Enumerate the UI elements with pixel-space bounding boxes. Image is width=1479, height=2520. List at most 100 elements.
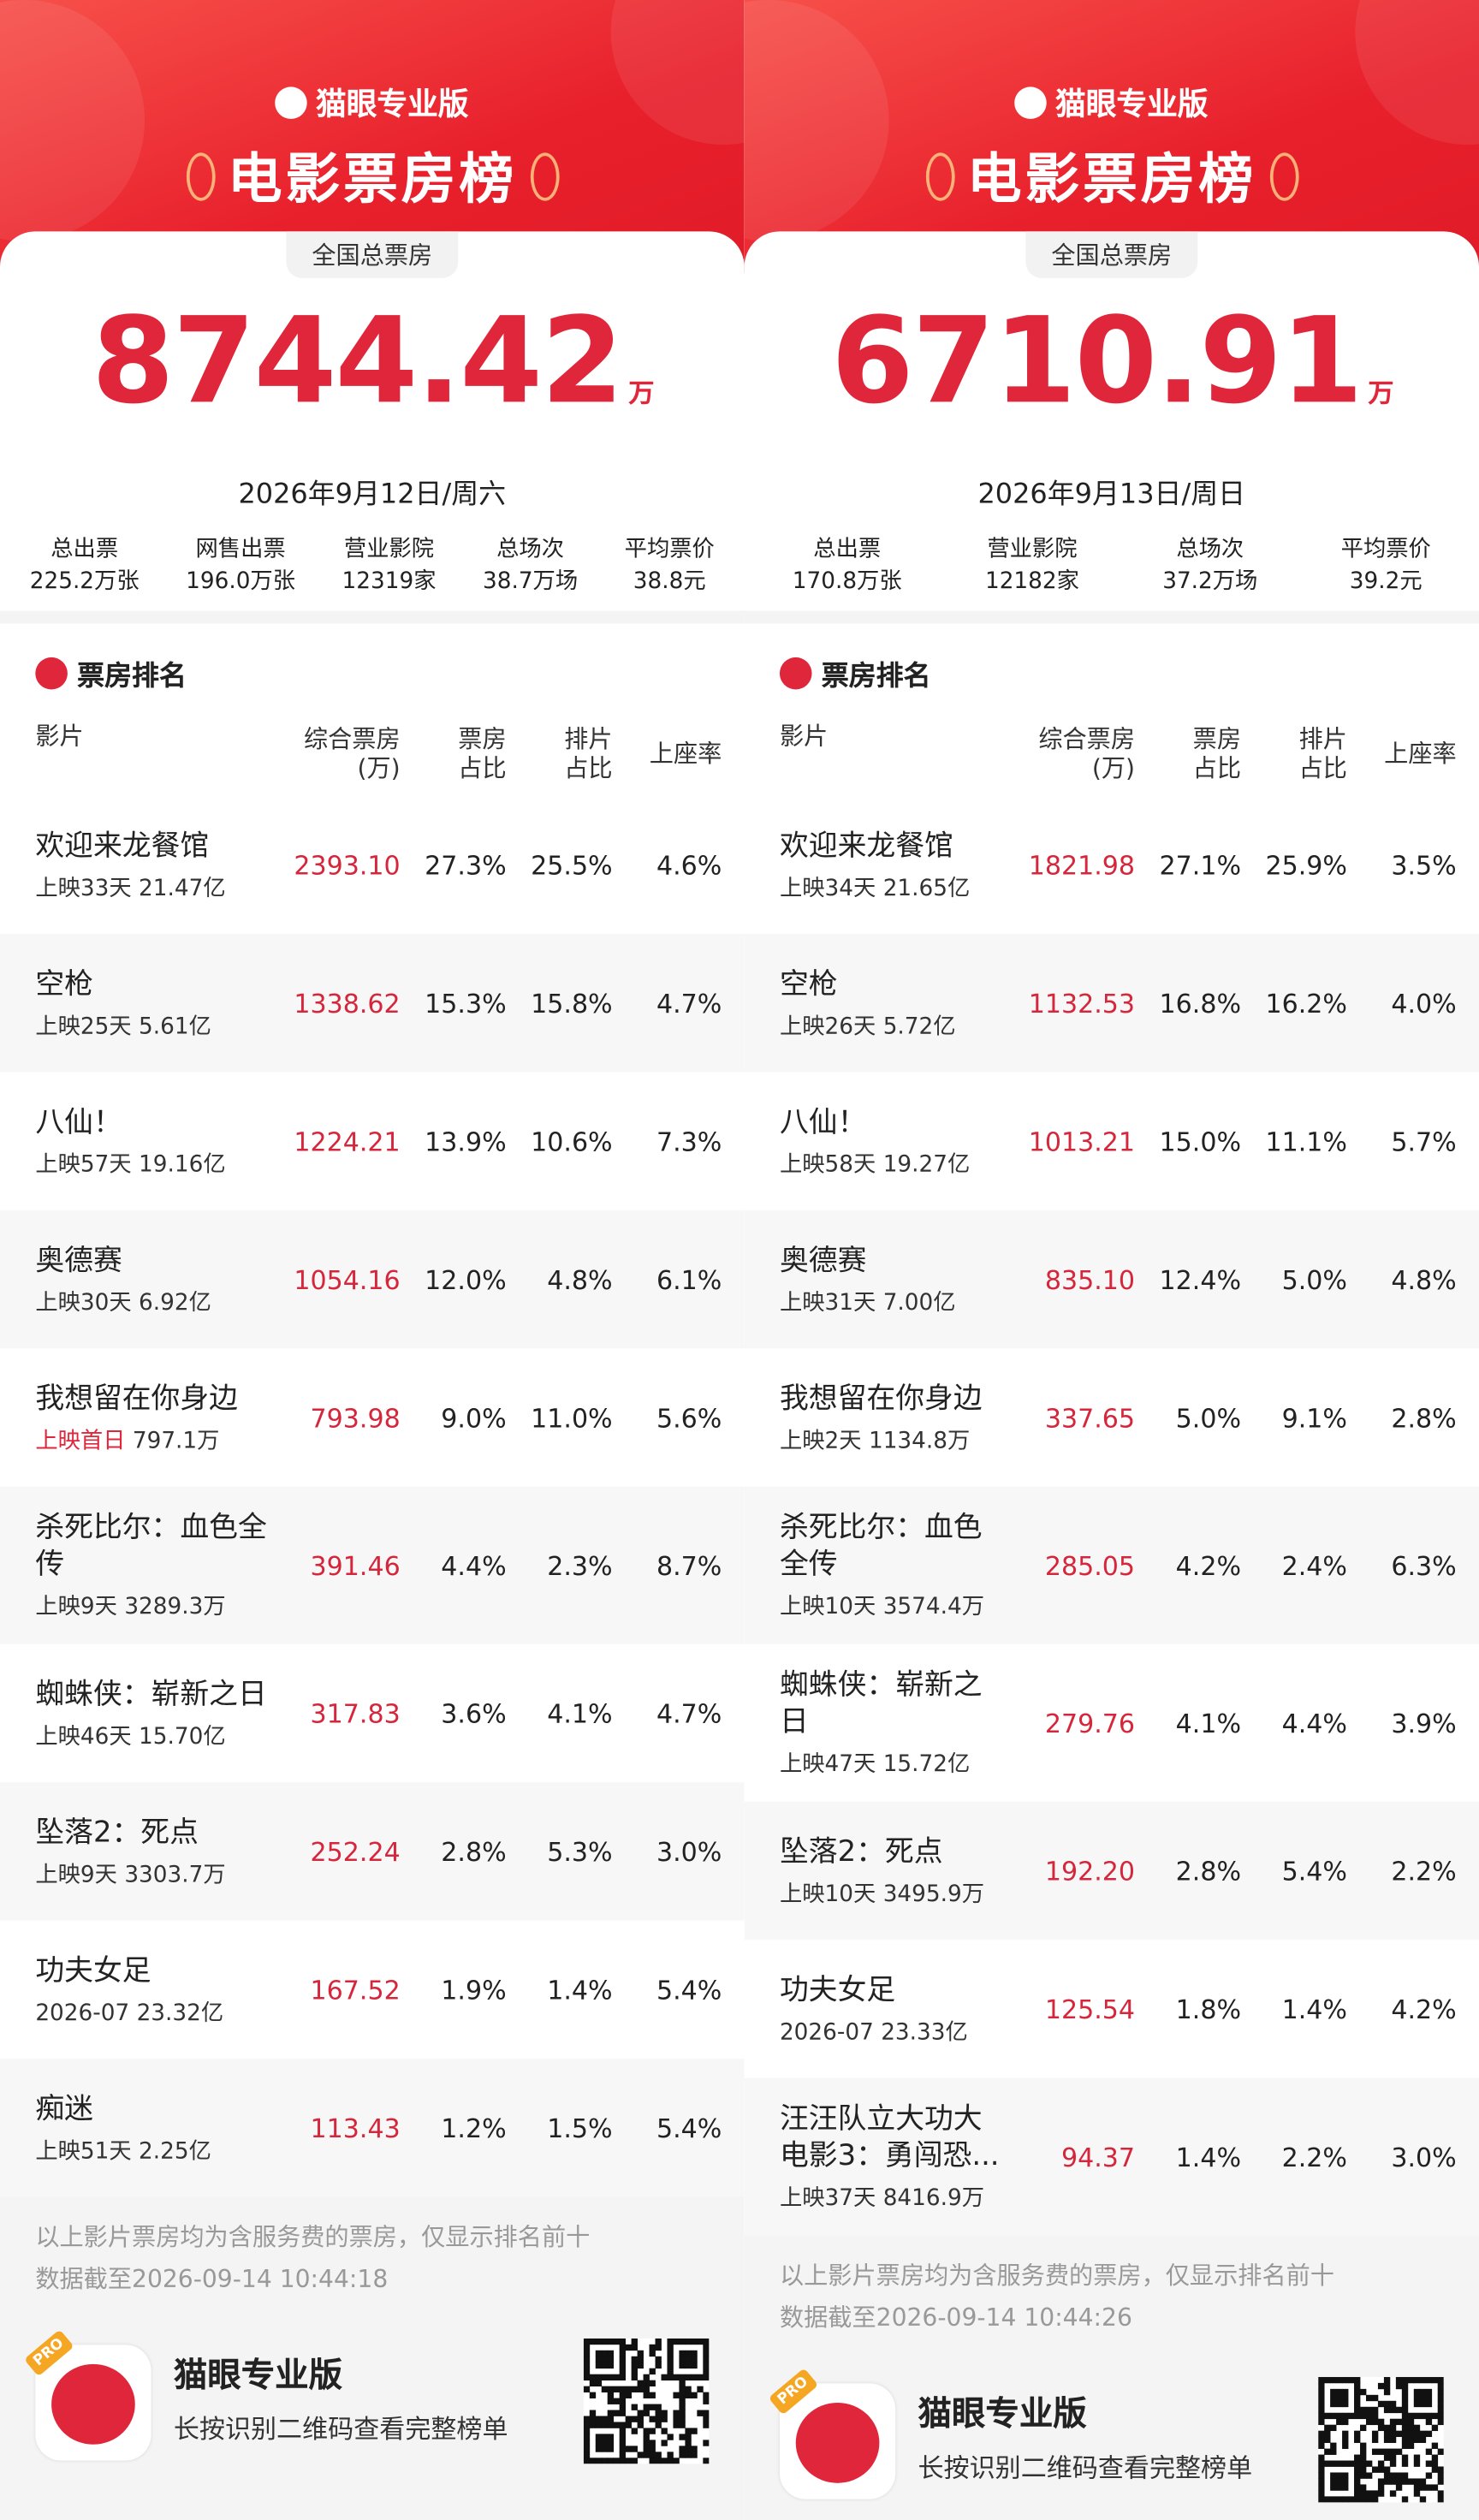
schedule: 1.4% [1281,1994,1347,2024]
share: 2.8% [441,1836,507,1867]
stat-value: 170.8万张 [792,568,902,595]
gross: 15.70亿 [139,1723,226,1750]
occupancy: 5.6% [656,1402,722,1433]
share: 12.4% [1159,1263,1242,1295]
movie-name: 空枪 [779,966,838,1001]
movie-sub: 上映9天 3289.3万 [35,1590,275,1622]
movie-sub: 上映首日 797.1万 [35,1423,275,1456]
share: 16.8% [1159,987,1242,1019]
movie-name: 八仙！ [779,1104,867,1139]
stat: 总场次 37.2万场 [1162,533,1257,597]
box: 1338.62 [294,987,401,1019]
release: 上映33天 [35,875,132,901]
column-header: 票房占比 [458,724,507,783]
header: 猫眼专业版 电影票房榜 [0,0,745,274]
box: 285.05 [1044,1549,1136,1581]
share: 15.3% [425,987,507,1019]
divider [744,610,1479,624]
box: 113.43 [310,2113,401,2143]
occupancy: 6.1% [656,1263,722,1295]
table-header: 影片 综合票房(万) 票房占比 排片占比 上座率 [0,711,745,796]
stat-label: 平均票价 [1340,537,1431,563]
qr [583,2338,710,2464]
badge: PRO [768,2368,819,2416]
gross: 15.72亿 [882,1751,971,1778]
timestamp: 数据截至2026-09-14 10:44:26 [779,2303,1132,2333]
gross: 21.47亿 [139,875,226,901]
movie-sub: 上映33天 21.47亿 [35,871,275,903]
movie-name: 欢迎来龙餐馆 [35,828,210,863]
box: 391.46 [310,1549,401,1581]
movie-cell: 蜘蛛侠：崭新之日 上映47天 15.72亿 [780,1667,1010,1779]
schedule: 5.0% [1281,1263,1347,1295]
movie-cell: 汪汪队立大功大电影3：勇闯恐... 上映37天 8416.9万 [780,2101,1010,2213]
release: 上映34天 [779,875,876,901]
movie-row: 汪汪队立大功大电影3：勇闯恐... 上映37天 8416.9万 94.37 1.4% 2… [744,2077,1479,2236]
release: 2026-07 [35,2000,130,2026]
movie-cell: 空枪上映26天 5.72亿 [780,965,1010,1040]
schedule: 25.9% [1265,849,1347,880]
stat-label: 网售出票 [195,537,286,563]
stat-value: 12319家 [342,568,437,595]
release: 上映30天 [35,1289,132,1316]
qr [1318,2376,1445,2503]
gross: 21.65亿 [882,875,971,901]
stat-value: 38.7万场 [483,568,579,595]
movie-cell: 欢迎来龙餐馆上映33天 21.47亿 [35,827,275,902]
stat-value: 12182家 [984,568,1079,595]
column-header: 综合票房(万) [1038,724,1136,783]
movie-sub: 上映31天 7.00亿 [780,1285,1010,1317]
section-title: 票房排名 [0,623,745,711]
movie-sub: 上映25天 5.61亿 [35,1008,275,1041]
occupancy: 3.0% [1391,2141,1457,2172]
movie-row: 我想留在你身边 上映2天 1134.8万 337.65 5.0% 9.1% 2.8% [745,1348,1479,1486]
box: 279.76 [1044,1707,1136,1738]
header: 猫眼专业版 电影票房榜 [744,0,1479,274]
movie-row: 奥德赛 上映30天 6.92亿 1054.16 12.0% 4.8% 6.1% [0,1209,745,1349]
occupancy: 5.4% [656,1974,722,2006]
movie-name: 奥德赛 [779,1243,867,1277]
section-logo [35,656,68,689]
total-unit: 万 [628,377,654,408]
schedule: 11.0% [531,1402,613,1433]
movie-row: 奥德赛 上映31天 7.00亿 835.10 12.4% 5.0% 4.8% [744,1209,1479,1349]
release: 上映25天 [35,1013,132,1039]
release: 上映2天 [779,1428,862,1454]
movie-name: 蜘蛛侠：崭新之日 [35,1677,267,1711]
box: 125.54 [1044,1994,1136,2024]
stat-value: 225.2万张 [29,568,140,595]
movie-cell: 欢迎来龙餐馆 上映34天 21.65亿 [780,827,1010,902]
hint: 长按识别二维码查看完整榜单 [918,2452,1253,2483]
note: 以上影片票房均为含服务费的票房，仅显示排名前十 [35,2222,591,2252]
occupancy: 4.7% [656,1697,722,1729]
movie-sub: 上映51天 2.25亿 [35,2133,275,2166]
column-header: 综合票房(万) [303,724,401,783]
schedule: 11.1% [1265,1126,1347,1156]
movie-name: 杀死比尔：血色全传 [35,1510,267,1582]
total-label: 全国总票房 [1025,231,1198,278]
occupancy: 3.0% [656,1836,722,1867]
app-name: 猫眼专业版 [918,2394,1087,2434]
total: 6710.91 万 [745,297,1479,458]
movie-name: 痴迷 [35,2091,93,2126]
share: 5.0% [1175,1402,1242,1433]
column-header: 影片 [779,722,829,751]
stat-label: 总出票 [50,537,119,563]
schedule: 1.4% [547,1974,613,2006]
total: 8744.42 万 [0,297,745,458]
stat: 平均票价 39.2元 [1341,533,1431,597]
gross: 2.25亿 [139,2138,211,2165]
movie-sub: 上映26天 5.72亿 [780,1008,1010,1041]
movie-sub: 2026-07 23.32亿 [35,1995,275,2028]
release: 上映首日 [35,1428,126,1454]
share: 1.9% [441,1974,507,2006]
movie-cell: 我想留在你身边 上映2天 1134.8万 [780,1380,1010,1455]
app-icon: PRO [768,2368,896,2499]
movie-name: 坠落2：死点 [779,1834,943,1869]
movie-cell: 痴迷上映51天 2.25亿 [35,2090,275,2166]
column-header: 排片占比 [1298,724,1347,783]
table: 欢迎来龙餐馆 上映33天 21.47亿 2393.10 27.3% 25.5% 4.6% 空… [0,795,745,2197]
occupancy: 3.9% [1391,1707,1457,1738]
schedule: 4.8% [547,1263,613,1295]
movie-row: 八仙！ 上映58天 19.27亿 1013.21 15.0% 11.1% 5.7% [745,1072,1479,1209]
